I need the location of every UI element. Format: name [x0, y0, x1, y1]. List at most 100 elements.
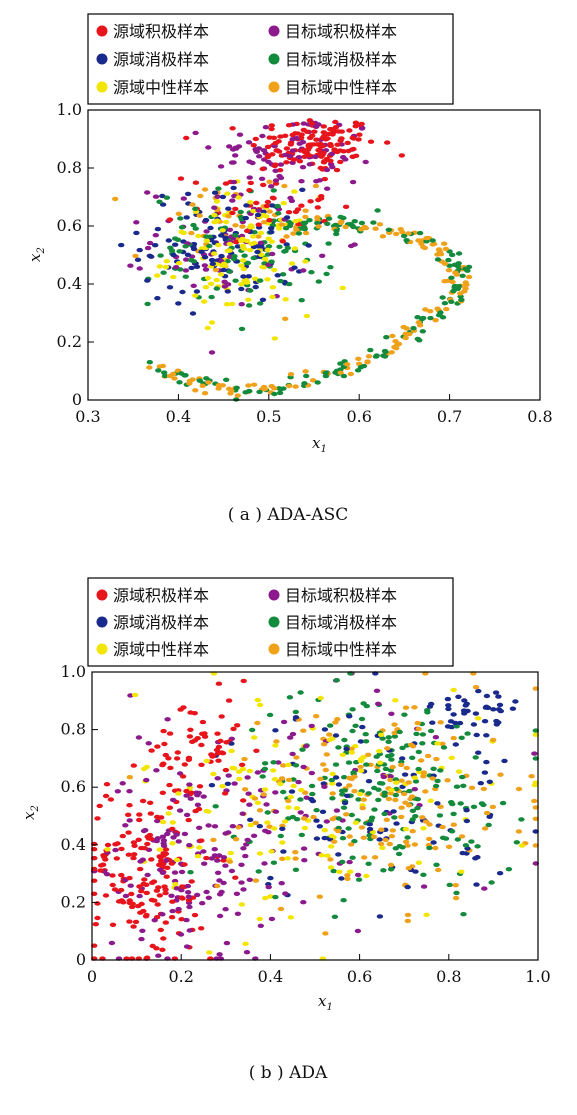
data-point: [396, 729, 403, 735]
data-point: [177, 176, 185, 181]
data-point: [254, 720, 261, 726]
data-point: [474, 844, 481, 849]
data-point: [273, 739, 280, 744]
data-point: [315, 224, 322, 229]
legend-label-source-neu: 源域中性样本: [113, 78, 209, 97]
data-point: [146, 365, 153, 370]
data-point: [164, 717, 171, 722]
data-point: [222, 219, 230, 225]
data-point: [340, 155, 347, 160]
data-point: [172, 265, 180, 270]
data-point: [327, 865, 335, 870]
data-point: [270, 135, 278, 140]
data-point: [451, 262, 459, 267]
data-point: [313, 714, 320, 719]
data-point: [301, 381, 308, 386]
data-point: [169, 826, 176, 832]
data-point: [277, 387, 284, 392]
data-point: [171, 870, 179, 875]
data-point: [450, 712, 457, 717]
data-point: [277, 833, 284, 839]
data-point: [283, 215, 291, 220]
data-point: [181, 762, 188, 767]
data-point: [332, 222, 339, 228]
data-point: [419, 732, 427, 737]
data-point: [211, 205, 218, 210]
data-point: [391, 722, 398, 727]
data-point: [181, 373, 188, 378]
data-point: [448, 829, 456, 834]
data-point: [247, 200, 254, 205]
data-point: [97, 868, 104, 873]
data-point: [194, 854, 202, 859]
data-point: [126, 789, 133, 794]
data-point: [300, 121, 307, 126]
data-point: [321, 176, 328, 182]
data-point: [277, 175, 285, 181]
data-point: [225, 698, 233, 703]
data-point: [289, 751, 296, 757]
data-point: [163, 874, 170, 879]
data-point: [398, 805, 405, 810]
data-point: [211, 190, 219, 195]
data-point: [384, 140, 391, 145]
data-point: [246, 388, 253, 394]
data-point: [205, 823, 212, 828]
data-point: [359, 724, 366, 730]
data-point: [235, 825, 242, 830]
data-point: [331, 147, 338, 152]
data-point: [346, 783, 353, 788]
data-point: [246, 188, 253, 193]
data-point: [175, 791, 182, 796]
data-point: [347, 842, 355, 847]
data-point: [222, 767, 230, 773]
data-point: [146, 832, 154, 838]
data-point: [355, 361, 363, 366]
data-point: [420, 244, 427, 250]
data-point: [279, 239, 286, 244]
y-tick-label: 0.8: [57, 158, 82, 177]
data-point: [179, 289, 186, 295]
data-point: [335, 782, 343, 787]
data-point: [203, 229, 210, 234]
data-point: [363, 873, 370, 879]
data-point: [501, 758, 508, 764]
data-point: [352, 723, 359, 728]
data-point: [313, 818, 320, 823]
caption-a: ( a ) ADA-ASC: [228, 505, 348, 525]
data-point: [386, 841, 393, 847]
data-point: [135, 837, 142, 842]
data-point: [195, 233, 202, 239]
data-point: [388, 752, 395, 758]
data-point: [175, 211, 182, 216]
data-point: [397, 227, 404, 232]
legend-marker-target-neg: [268, 53, 280, 65]
data-point: [248, 241, 255, 247]
data-point: [130, 763, 137, 768]
data-point: [441, 241, 448, 246]
data-point: [411, 705, 418, 710]
data-point: [162, 847, 170, 852]
data-point: [187, 727, 194, 732]
data-point: [474, 855, 481, 860]
data-point: [207, 225, 214, 231]
data-point: [452, 720, 459, 726]
data-point: [375, 701, 382, 706]
data-point: [404, 843, 411, 848]
data-point: [169, 908, 176, 914]
data-point: [126, 818, 133, 823]
data-point: [379, 845, 386, 850]
data-point: [246, 877, 253, 882]
data-point: [268, 239, 275, 244]
data-point: [323, 819, 330, 824]
data-point: [398, 762, 405, 768]
data-point: [399, 756, 406, 761]
data-point: [324, 186, 331, 191]
data-point: [318, 853, 325, 858]
data-point: [280, 201, 287, 206]
data-point: [272, 894, 279, 900]
panel-b: 源域积极样本 源域消极样本 源域中性样本 目标域积极样本 目标域消极样本 目标域…: [20, 577, 551, 1083]
data-point: [261, 761, 269, 766]
data-point: [149, 943, 156, 949]
data-point: [160, 936, 167, 941]
